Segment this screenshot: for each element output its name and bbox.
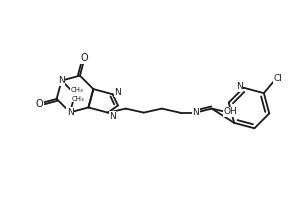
Text: N: N: [192, 108, 199, 117]
Text: N: N: [109, 112, 116, 121]
Text: N: N: [114, 87, 121, 97]
Text: N: N: [67, 108, 74, 117]
Text: OH: OH: [224, 107, 238, 116]
Text: CH₃: CH₃: [72, 96, 85, 102]
Text: O: O: [81, 53, 88, 63]
Text: Cl: Cl: [273, 74, 282, 83]
Text: N: N: [58, 76, 65, 85]
Text: N: N: [236, 82, 243, 91]
Text: CH₃: CH₃: [71, 87, 83, 93]
Text: O: O: [36, 99, 43, 109]
